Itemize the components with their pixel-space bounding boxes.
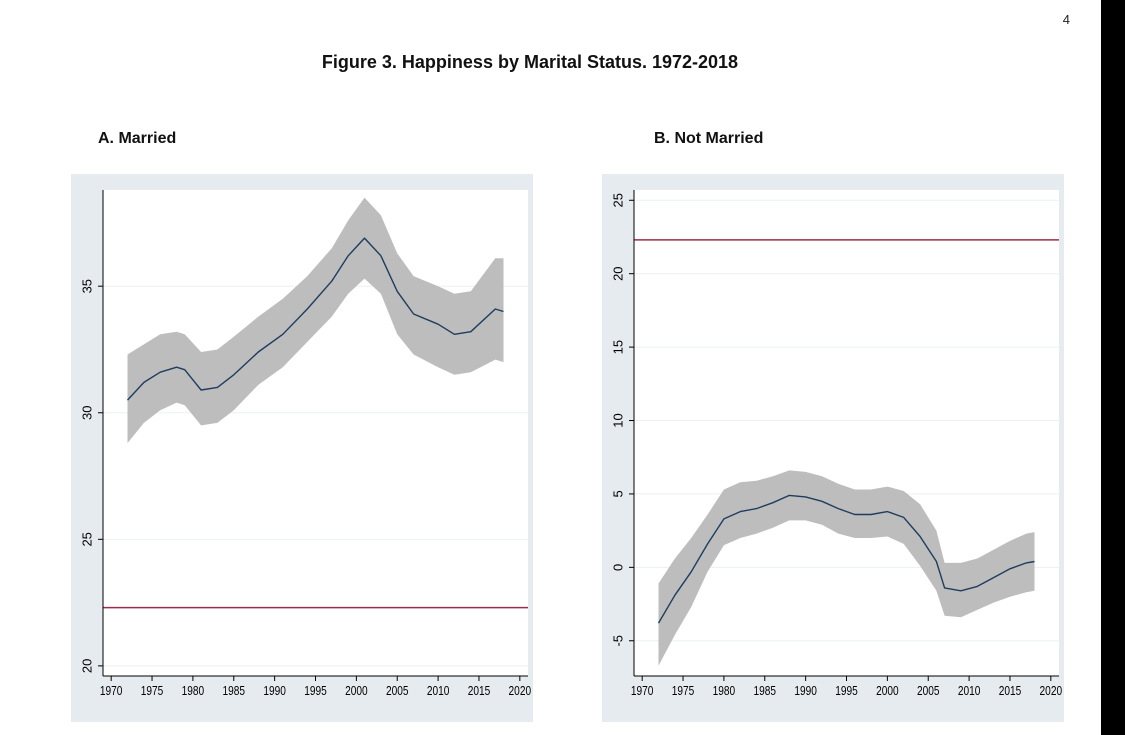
not-married-x-tick-label: 1980 bbox=[713, 684, 736, 698]
not-married-y-tick-label: 25 bbox=[610, 193, 625, 207]
not-married-y-tick-label: 15 bbox=[610, 340, 625, 354]
not-married-x-tick-label: 1995 bbox=[835, 684, 858, 698]
married-series-line bbox=[126, 237, 504, 401]
married-x-tick-label: 2015 bbox=[468, 684, 491, 698]
married-y-tick-label: 25 bbox=[79, 532, 94, 546]
not-married-x-tick-label: 2020 bbox=[1040, 684, 1063, 698]
married-x-tick-label: 2020 bbox=[509, 684, 532, 698]
married-x-tick-label: 1970 bbox=[100, 684, 123, 698]
married-x-tick-label: 2010 bbox=[427, 684, 450, 698]
not-married-y-tick-label: 5 bbox=[610, 490, 625, 497]
married-ci-band bbox=[127, 197, 504, 444]
figure-title: Figure 3. Happiness by Marital Status. 1… bbox=[321, 52, 739, 72]
not-married-x-tick-label: 1970 bbox=[631, 684, 654, 698]
married-x-tick-label: 1990 bbox=[263, 684, 286, 698]
not-married-x-tick-label: 1990 bbox=[794, 684, 817, 698]
married-x-tick-label: 1980 bbox=[182, 684, 205, 698]
not-married-y-tick-label: 10 bbox=[610, 413, 625, 427]
not-married-x-tick-label: 2010 bbox=[958, 684, 981, 698]
not-married-x-tick-label: 2015 bbox=[999, 684, 1022, 698]
not-married-series-line bbox=[657, 494, 1035, 624]
not-married-y-tick-label: -5 bbox=[610, 635, 625, 647]
married-y-tick-label: 35 bbox=[79, 279, 94, 293]
married-x-tick-label: 1985 bbox=[223, 684, 246, 698]
panel-a-title: A. Married bbox=[98, 130, 177, 147]
not-married-y-tick-label: 20 bbox=[610, 266, 625, 280]
not-married-plot-area bbox=[634, 190, 1059, 676]
not-married-x-tick-label: 2000 bbox=[876, 684, 899, 698]
not-married-ci-band bbox=[658, 470, 1035, 666]
not-married-x-tick-label: 1975 bbox=[672, 684, 695, 698]
right-edge-bar bbox=[1101, 0, 1125, 735]
married-x-tick-label: 2000 bbox=[345, 684, 368, 698]
chart-married: 1970 1975 1980 1985 1990 1995 2000 2005 2010 2015… bbox=[71, 174, 533, 722]
not-married-x-tick-label: 1985 bbox=[754, 684, 777, 698]
married-y-tick-label: 20 bbox=[79, 659, 94, 673]
not-married-x-tick-label: 2005 bbox=[917, 684, 940, 698]
not-married-y-tick-label: 0 bbox=[610, 564, 625, 571]
married-plot-area bbox=[103, 190, 528, 676]
page-number: 4 bbox=[1062, 12, 1070, 27]
married-x-tick-label: 1995 bbox=[304, 684, 327, 698]
panel-b-title: B. Not Married bbox=[654, 130, 764, 147]
chart-not-married: 1970 1975 1980 1985 1990 1995 2000 2005 2010 2015… bbox=[602, 174, 1064, 722]
married-x-tick-label: 2005 bbox=[386, 684, 409, 698]
married-y-tick-label: 30 bbox=[79, 406, 94, 420]
married-x-tick-label: 1975 bbox=[141, 684, 164, 698]
